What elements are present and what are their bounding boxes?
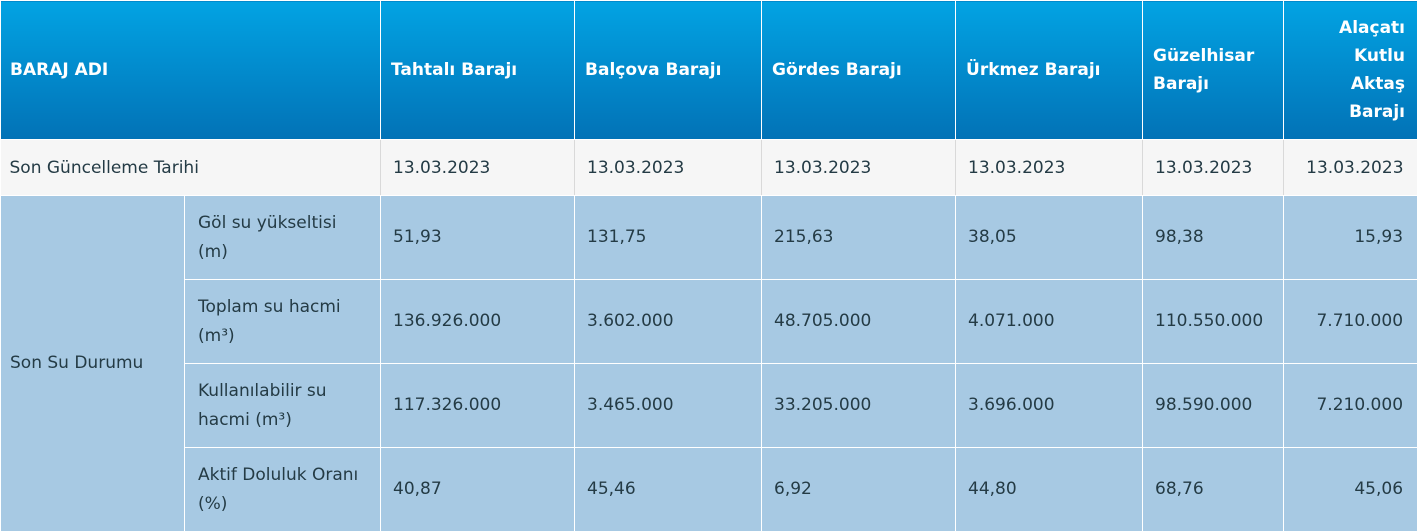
row-label: Kullanılabilir su hacmi (m³) xyxy=(185,364,381,448)
column-header-dam: Ürkmez Barajı xyxy=(956,1,1143,140)
table-row: Aktif Doluluk Oranı (%) 40,87 45,46 6,92… xyxy=(1,448,1417,532)
group-label: Son Su Durumu xyxy=(1,196,185,532)
header-row: BARAJ ADI Tahtalı Barajı Balçova Barajı … xyxy=(1,1,1417,140)
row-label: Toplam su hacmi (m³) xyxy=(185,280,381,364)
table-cell: 3.602.000 xyxy=(575,280,762,364)
table-cell: 68,76 xyxy=(1143,448,1284,532)
update-date-cell: 13.03.2023 xyxy=(956,140,1143,196)
column-header-dam: Tahtalı Barajı xyxy=(381,1,575,140)
row-label: Son Güncelleme Tarihi xyxy=(1,140,381,196)
table-cell: 51,93 xyxy=(381,196,575,280)
update-date-cell: 13.03.2023 xyxy=(1143,140,1284,196)
table-cell: 6,92 xyxy=(762,448,956,532)
update-date-cell: 13.03.2023 xyxy=(381,140,575,196)
table-cell: 98.590.000 xyxy=(1143,364,1284,448)
table-cell: 3.696.000 xyxy=(956,364,1143,448)
row-label: Aktif Doluluk Oranı (%) xyxy=(185,448,381,532)
column-header-dam: Balçova Barajı xyxy=(575,1,762,140)
update-date-row: Son Güncelleme Tarihi 13.03.2023 13.03.2… xyxy=(1,140,1417,196)
table-cell: 215,63 xyxy=(762,196,956,280)
update-date-cell: 13.03.2023 xyxy=(1284,140,1417,196)
column-header-name: BARAJ ADI xyxy=(1,1,381,140)
table-cell: 7.210.000 xyxy=(1284,364,1417,448)
table-cell: 3.465.000 xyxy=(575,364,762,448)
table-cell: 45,46 xyxy=(575,448,762,532)
table-cell: 131,75 xyxy=(575,196,762,280)
update-date-cell: 13.03.2023 xyxy=(575,140,762,196)
column-header-dam: Gördes Barajı xyxy=(762,1,956,140)
table-cell: 98,38 xyxy=(1143,196,1284,280)
table-row: Son Su Durumu Göl su yükseltisi (m) 51,9… xyxy=(1,196,1417,280)
table-cell: 117.326.000 xyxy=(381,364,575,448)
table-cell: 48.705.000 xyxy=(762,280,956,364)
table-cell: 136.926.000 xyxy=(381,280,575,364)
column-header-dam: Güzelhisar Barajı xyxy=(1143,1,1284,140)
table-cell: 110.550.000 xyxy=(1143,280,1284,364)
table-cell: 40,87 xyxy=(381,448,575,532)
table-cell: 4.071.000 xyxy=(956,280,1143,364)
table-cell: 7.710.000 xyxy=(1284,280,1417,364)
table-row: Toplam su hacmi (m³) 136.926.000 3.602.0… xyxy=(1,280,1417,364)
table-cell: 45,06 xyxy=(1284,448,1417,532)
row-label: Göl su yükseltisi (m) xyxy=(185,196,381,280)
column-header-dam: Alaçatı Kutlu Aktaş Barajı xyxy=(1284,1,1417,140)
table-cell: 33.205.000 xyxy=(762,364,956,448)
table-cell: 44,80 xyxy=(956,448,1143,532)
table-cell: 15,93 xyxy=(1284,196,1417,280)
table-cell: 38,05 xyxy=(956,196,1143,280)
update-date-cell: 13.03.2023 xyxy=(762,140,956,196)
table-row: Kullanılabilir su hacmi (m³) 117.326.000… xyxy=(1,364,1417,448)
